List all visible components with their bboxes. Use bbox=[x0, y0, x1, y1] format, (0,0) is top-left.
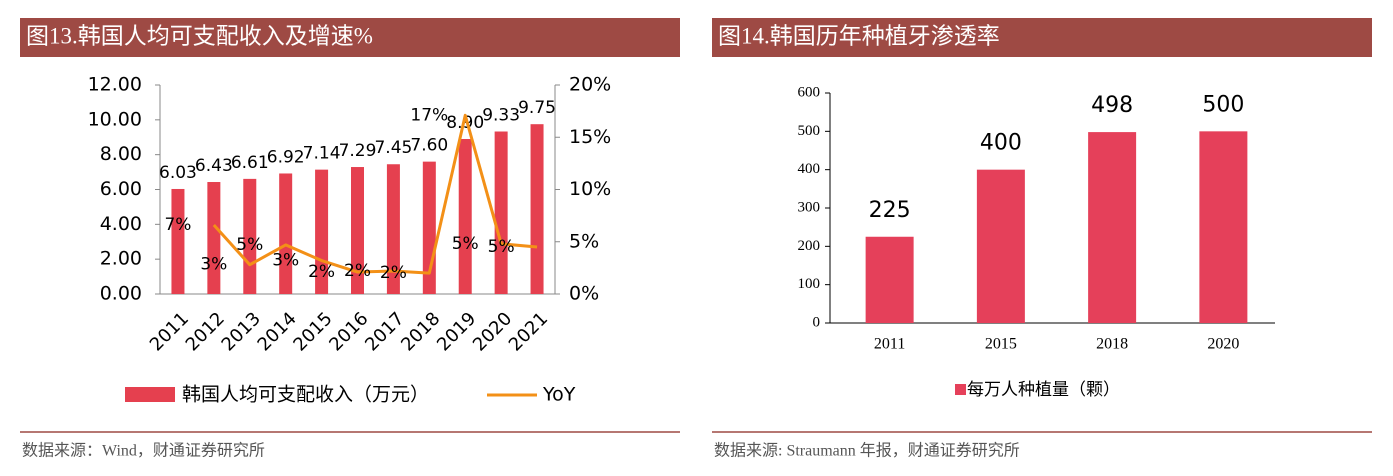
data-label: 498 bbox=[1091, 93, 1133, 118]
source: 数据来源：Wind，财通证券研究所 bbox=[22, 442, 265, 460]
y-tick-label: 4.00 bbox=[100, 213, 142, 235]
data-label: 225 bbox=[869, 198, 911, 223]
y-tick-label: 8.00 bbox=[100, 143, 142, 165]
x-tick-label: 2013 bbox=[218, 308, 265, 355]
y-tick-label: 0 bbox=[813, 314, 821, 330]
x-tick-label: 2016 bbox=[325, 308, 372, 355]
bar bbox=[171, 188, 185, 294]
y-tick-label: 300 bbox=[798, 199, 821, 215]
y2-tick-label: 20% bbox=[569, 74, 611, 96]
bar bbox=[279, 173, 293, 294]
header-bar bbox=[712, 18, 1372, 57]
data-label: 6.03 bbox=[159, 163, 197, 183]
legend-label: YoY bbox=[542, 384, 576, 406]
data-label: 6.61 bbox=[231, 153, 269, 173]
x-tick-label: 2018 bbox=[1096, 336, 1128, 353]
legend-swatch bbox=[955, 384, 966, 395]
data-label: 17% bbox=[410, 105, 448, 125]
x-tick-label: 2018 bbox=[397, 308, 444, 355]
data-label: 2% bbox=[380, 263, 407, 283]
data-label: 7.45 bbox=[374, 138, 412, 158]
x-tick-label: 2015 bbox=[985, 336, 1017, 353]
x-tick-label: 2015 bbox=[289, 308, 336, 355]
bar bbox=[458, 138, 472, 294]
y-tick-label: 10.00 bbox=[88, 108, 142, 130]
y-tick-label: 6.00 bbox=[100, 178, 142, 200]
x-tick-label: 2020 bbox=[1207, 336, 1239, 353]
y-tick-label: 500 bbox=[798, 123, 821, 139]
y-tick-label: 400 bbox=[798, 161, 821, 177]
data-label: 5% bbox=[236, 235, 263, 255]
data-label: 400 bbox=[980, 131, 1022, 156]
x-tick-label: 2011 bbox=[874, 336, 905, 353]
y-tick-label: 200 bbox=[798, 238, 821, 254]
data-label: 9.75 bbox=[518, 98, 556, 118]
line bbox=[212, 113, 538, 275]
data-label: 500 bbox=[1202, 92, 1244, 117]
data-label: 2% bbox=[308, 262, 335, 282]
bar bbox=[865, 236, 914, 323]
bar bbox=[207, 182, 221, 294]
chart-title: 图14.韩国历年种植牙渗透率 bbox=[718, 23, 1000, 48]
y-tick-label: 100 bbox=[798, 276, 821, 292]
y-tick-label: 12.00 bbox=[88, 74, 142, 96]
header-bar bbox=[20, 18, 680, 57]
bar bbox=[243, 178, 257, 294]
bar bbox=[351, 167, 364, 294]
chart-title: 图13.韩国人均可支配收入及增速% bbox=[26, 23, 373, 48]
y-tick-label: 600 bbox=[798, 84, 821, 100]
bar bbox=[494, 131, 508, 294]
x-tick-label: 2020 bbox=[469, 308, 516, 355]
x-tick-label: 2014 bbox=[254, 308, 301, 355]
data-label: 6.43 bbox=[195, 156, 233, 176]
x-tick-label: 2021 bbox=[505, 308, 552, 355]
data-label: 8.90 bbox=[446, 113, 484, 133]
source: 数据来源: Straumann 年报，财通证券研究所 bbox=[714, 442, 1020, 460]
x-tick-label: 2012 bbox=[182, 308, 229, 355]
y2-tick-label: 15% bbox=[569, 126, 611, 148]
y2-tick-label: 5% bbox=[569, 230, 599, 252]
data-label: 7% bbox=[164, 215, 191, 235]
data-label: 5% bbox=[452, 234, 479, 254]
bar bbox=[1088, 132, 1137, 323]
x-tick-label: 2017 bbox=[361, 308, 408, 355]
legend-label: 每万人种植量（颗） bbox=[967, 380, 1120, 400]
data-label: 7.14 bbox=[303, 144, 341, 164]
bar bbox=[530, 124, 544, 294]
y2-tick-label: 0% bbox=[569, 283, 599, 305]
y-tick-label: 2.00 bbox=[100, 248, 142, 270]
data-label: 7.29 bbox=[339, 141, 377, 161]
bar bbox=[976, 169, 1025, 323]
data-label: 6.92 bbox=[267, 147, 305, 167]
x-tick-label: 2011 bbox=[146, 308, 193, 355]
y-tick-label: 0.00 bbox=[100, 283, 142, 305]
y2-tick-label: 10% bbox=[569, 178, 611, 200]
data-label: 3% bbox=[200, 255, 227, 275]
data-label: 9.33 bbox=[482, 106, 520, 126]
data-label: 3% bbox=[272, 251, 299, 271]
data-label: 7.60 bbox=[410, 136, 448, 156]
x-tick-label: 2019 bbox=[433, 308, 480, 355]
legend-label: 韩国人均可支配收入（万元） bbox=[182, 384, 429, 406]
bar bbox=[386, 164, 400, 294]
bar bbox=[1199, 131, 1248, 323]
data-label: 2% bbox=[344, 261, 371, 281]
legend-swatch bbox=[125, 387, 175, 402]
data-label: 5% bbox=[488, 237, 515, 257]
